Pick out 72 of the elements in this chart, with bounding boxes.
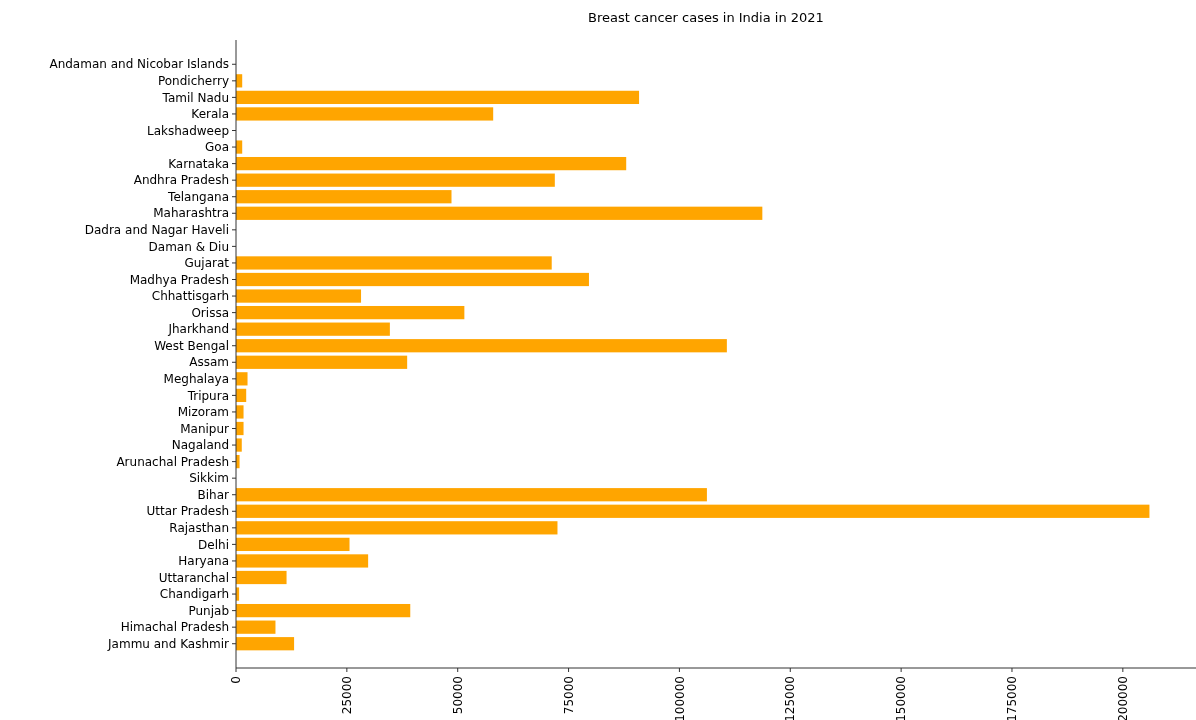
y-tick-label: Himachal Pradesh	[120, 620, 229, 635]
bar	[236, 272, 589, 287]
bar	[236, 570, 287, 585]
y-tick-label: Telangana	[167, 189, 229, 204]
bar	[236, 206, 763, 220]
x-tick-label: 175000	[1005, 676, 1020, 720]
x-tick-label: 125000	[783, 676, 798, 720]
y-tick-label: Nagaland	[171, 438, 229, 453]
y-tick-label: Dadra and Nagar Haveli	[84, 223, 229, 238]
y-tick-label: Maharashtra	[153, 206, 229, 221]
y-tick-label: Goa	[205, 140, 229, 155]
bar	[236, 421, 244, 436]
x-tick-label: 0	[229, 676, 244, 684]
bar	[236, 173, 555, 187]
bar	[236, 521, 558, 535]
bar	[236, 289, 362, 303]
bar	[236, 305, 465, 320]
y-tick-label: Assam	[189, 355, 229, 370]
y-tick-label: Sikkim	[189, 471, 229, 486]
bar	[236, 156, 627, 171]
bar	[236, 537, 350, 552]
bar	[236, 90, 640, 105]
y-tick-label: Meghalaya	[163, 372, 229, 387]
y-tick-label: Manipur	[180, 421, 230, 436]
bar	[236, 620, 276, 634]
y-tick-label: Orissa	[191, 305, 229, 320]
x-tick-label: 200000	[1116, 676, 1131, 720]
bar	[236, 322, 390, 336]
bar	[236, 438, 242, 452]
y-tick-label: Haryana	[178, 554, 229, 569]
bar	[236, 637, 295, 651]
y-tick-label: Andhra Pradesh	[133, 173, 229, 188]
y-tick-label: Gujarat	[184, 256, 230, 271]
y-tick-label: Arunachal Pradesh	[116, 454, 229, 469]
y-tick-label: Daman & Diu	[148, 239, 229, 254]
y-tick-label: Madhya Pradesh	[129, 272, 229, 287]
bar	[236, 504, 1150, 518]
bar	[236, 372, 248, 386]
y-tick-label: Jharkhand	[167, 322, 229, 337]
y-tick-label: Bihar	[197, 487, 230, 502]
bar	[236, 256, 552, 270]
x-tick-label: 25000	[340, 676, 355, 715]
bar	[236, 405, 244, 419]
x-tick-label: 150000	[894, 676, 909, 720]
bar	[236, 339, 727, 353]
y-tick-label: Chandigarh	[159, 587, 229, 602]
y-tick-label: Punjab	[188, 603, 229, 618]
y-tick-label: Chhattisgarh	[151, 289, 229, 304]
y-tick-label: Rajasthan	[169, 521, 229, 536]
chart-title: Breast cancer cases in India in 2021	[588, 10, 824, 25]
y-tick-label: Delhi	[198, 537, 229, 552]
y-tick-label: Karnataka	[168, 156, 229, 171]
bar	[236, 355, 408, 369]
x-tick-label: 100000	[672, 676, 687, 720]
y-tick-label: Tripura	[186, 388, 229, 403]
bar	[236, 488, 707, 502]
y-tick-label: Uttaranchal	[158, 570, 229, 585]
y-tick-label: Tamil Nadu	[161, 90, 229, 105]
y-tick-label: Pondicherry	[157, 74, 229, 89]
y-tick-label: Lakshadweep	[146, 123, 229, 138]
y-tick-label: West Bengal	[154, 338, 229, 353]
y-tick-label: Kerala	[191, 107, 229, 122]
y-tick-label: Mizoram	[177, 405, 229, 420]
bar	[236, 554, 369, 568]
bar	[236, 603, 411, 618]
bar	[236, 190, 452, 204]
y-tick-label: Jammu and Kashmir	[107, 636, 230, 651]
y-tick-label: Andaman and Nicobar Islands	[49, 57, 229, 72]
y-tick-label: Uttar Pradesh	[146, 504, 229, 519]
bar	[236, 107, 494, 121]
x-tick-label: 50000	[450, 676, 465, 715]
x-tick-label: 75000	[561, 676, 576, 715]
